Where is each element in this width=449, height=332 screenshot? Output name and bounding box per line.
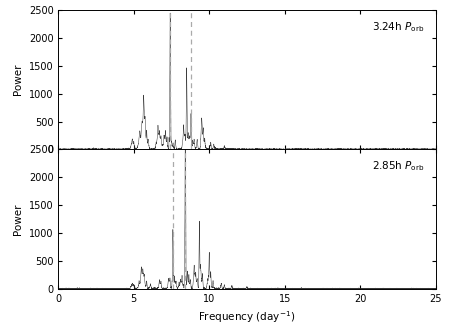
Text: 2.85h $P_{\mathrm{orb}}$: 2.85h $P_{\mathrm{orb}}$: [372, 159, 424, 173]
Y-axis label: Power: Power: [13, 64, 23, 95]
Text: 3.24h $P_{\mathrm{orb}}$: 3.24h $P_{\mathrm{orb}}$: [372, 20, 424, 34]
Y-axis label: Power: Power: [13, 204, 23, 235]
X-axis label: Frequency (day$^{-1}$): Frequency (day$^{-1}$): [198, 309, 295, 325]
